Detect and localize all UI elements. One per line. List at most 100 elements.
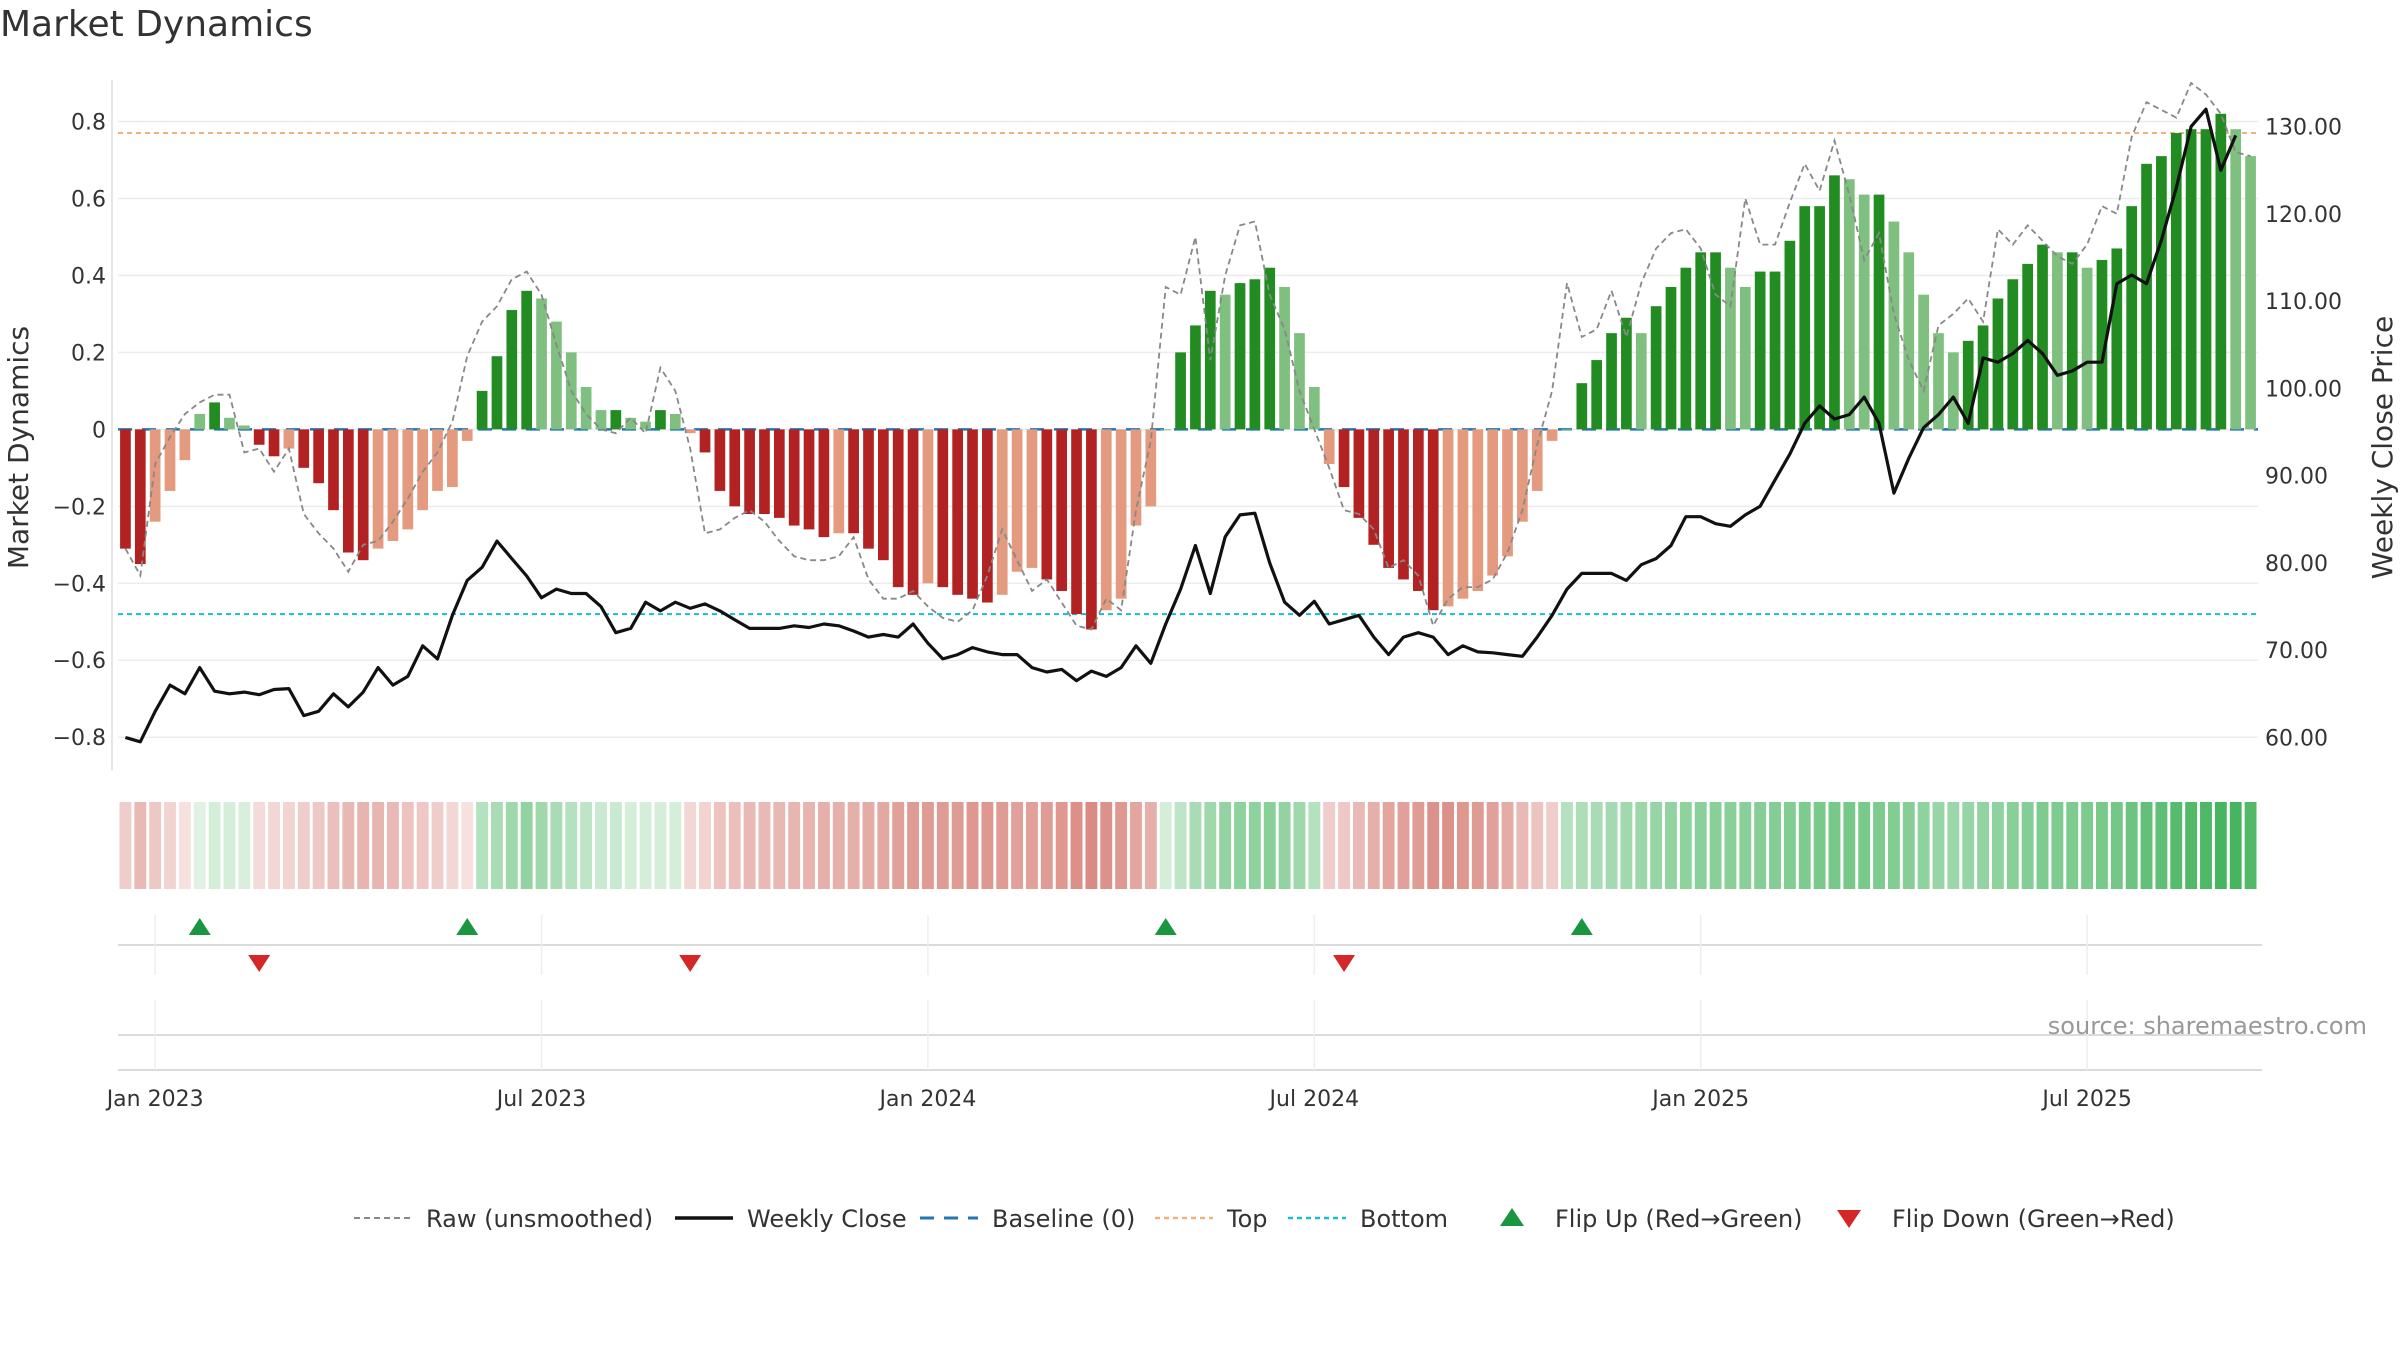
- strip-cell: [1531, 802, 1544, 889]
- strip-cell: [1293, 802, 1306, 889]
- strip-cell: [1858, 802, 1871, 889]
- flip-up-marker: [1570, 918, 1593, 935]
- strip-cell: [728, 802, 741, 889]
- dynamics-bar: [298, 429, 310, 468]
- left-tick-label: −0.4: [53, 572, 106, 597]
- strip-cell: [446, 802, 459, 889]
- strip-cell: [401, 802, 414, 889]
- grid-lines: [118, 120, 2258, 738]
- strip-cell: [2066, 802, 2079, 889]
- right-axis-title: Weekly Close Price: [2366, 316, 2399, 579]
- strip-cell: [2185, 802, 2198, 889]
- dynamics-bar: [2126, 206, 2138, 430]
- dynamics-bar: [209, 402, 220, 430]
- legend-label: Flip Up (Red→Green): [1555, 1205, 1803, 1233]
- dynamics-bar: [773, 429, 785, 518]
- left-tick-label: −0.8: [53, 726, 106, 751]
- strip-cell: [1575, 802, 1588, 889]
- strip-cell: [2125, 802, 2138, 889]
- strip-cell: [1159, 802, 1172, 889]
- strip-cell: [193, 802, 206, 889]
- raw-line: [124, 81, 2251, 631]
- dynamics-bar: [1591, 360, 1603, 430]
- dynamics-bar: [952, 429, 964, 595]
- strip-cell: [342, 802, 355, 889]
- strip-cell: [1932, 802, 1945, 889]
- dynamics-bar: [313, 429, 324, 484]
- strip-cell: [565, 802, 578, 889]
- flip-down-marker: [248, 955, 271, 972]
- dynamics-bar: [1739, 286, 1751, 430]
- dynamics-bar: [357, 429, 369, 561]
- dynamics-bar: [1011, 429, 1023, 572]
- dynamics-bar: [1843, 179, 1855, 430]
- strip-cell: [1308, 802, 1321, 889]
- flip-up-marker: [188, 918, 211, 935]
- dynamics-bar: [967, 429, 978, 599]
- strip-cell: [386, 802, 399, 889]
- strip-cell: [1724, 802, 1737, 889]
- dynamics-bar: [848, 429, 859, 534]
- legend-label: Flip Down (Green→Red): [1892, 1205, 2175, 1233]
- left-tick-label: 0.6: [71, 187, 106, 212]
- flip-markers-panel: [118, 915, 2262, 975]
- dynamics-bar: [194, 413, 206, 430]
- dynamics-bar: [1918, 294, 1929, 430]
- strip-cell: [1100, 802, 1113, 889]
- close-series: [124, 107, 2238, 744]
- dynamics-bar: [506, 310, 518, 430]
- strip-cell: [654, 802, 667, 889]
- dynamics-bar: [922, 429, 934, 584]
- strip-cell: [1605, 802, 1618, 889]
- strip-cell: [1130, 802, 1142, 889]
- strip-cell: [2244, 802, 2257, 889]
- strip-cell: [669, 802, 682, 889]
- chart-title: Market Dynamics: [0, 4, 313, 45]
- dynamics-bar: [521, 290, 533, 430]
- dynamics-bar: [1561, 429, 1573, 431]
- strip-cell: [1679, 802, 1692, 889]
- strip-cell: [862, 802, 875, 889]
- strip-cell: [1902, 802, 1915, 889]
- dynamics-bar: [699, 429, 711, 453]
- dynamics-bar: [595, 410, 607, 430]
- strip-cell: [758, 802, 771, 889]
- dynamics-bar: [1308, 387, 1320, 430]
- dynamics-bar: [1071, 429, 1082, 615]
- left-tick-label: −0.6: [53, 649, 106, 674]
- dynamics-bar: [328, 429, 339, 511]
- dynamics-bar: [1725, 267, 1736, 430]
- strip-cell: [2081, 802, 2094, 889]
- dynamics-bar: [1145, 429, 1157, 507]
- dynamics-bar: [759, 429, 770, 515]
- source-label: source: sharemaestro.com: [2048, 1012, 2367, 1040]
- dynamics-bar: [491, 356, 503, 430]
- dynamics-bar: [1621, 317, 1632, 430]
- strip-cell: [1828, 802, 1841, 889]
- strip-cell: [966, 802, 979, 889]
- strip-cell: [2021, 802, 2034, 889]
- strip-cell: [1561, 802, 1573, 889]
- left-tick-label: 0.2: [71, 341, 106, 366]
- dynamics-bars: [120, 113, 2256, 630]
- strip-cell: [892, 802, 905, 889]
- dynamics-bar: [387, 429, 399, 541]
- dynamics-bar: [714, 429, 726, 491]
- legend-item-flip_down: Flip Down (Green→Red): [1837, 1205, 2175, 1233]
- dynamics-bar: [1695, 252, 1707, 430]
- right-tick-label: 90.00: [2265, 465, 2328, 490]
- strip-cell: [773, 802, 786, 889]
- strip-cell: [223, 802, 236, 889]
- dynamics-bar: [744, 429, 755, 515]
- dynamics-bar: [1219, 294, 1231, 430]
- dynamics-bar: [342, 429, 354, 553]
- dynamics-bar: [1041, 429, 1053, 580]
- strip-cell: [1263, 802, 1276, 889]
- dynamics-bar: [1338, 429, 1350, 488]
- strip-cell: [297, 802, 310, 889]
- strip-cell: [535, 802, 548, 889]
- legend-label: Bottom: [1360, 1205, 1448, 1233]
- dynamics-bar: [1412, 429, 1424, 591]
- dynamics-bar: [1130, 429, 1142, 526]
- dynamics-bar: [1635, 333, 1647, 430]
